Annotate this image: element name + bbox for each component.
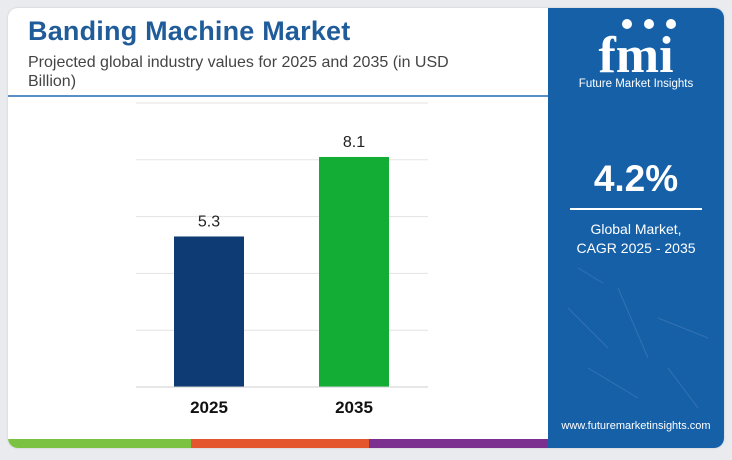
cagr-label-line2: CAGR 2025 - 2035 <box>576 240 696 256</box>
cagr-label-line1: Global Market, <box>590 221 682 237</box>
footer-stripe-orange <box>191 439 369 448</box>
chart-subtitle: Projected global industry values for 202… <box>28 54 449 90</box>
infographic-card: Banding Machine Market Projected global … <box>8 8 724 448</box>
cagr-divider <box>570 208 702 210</box>
bar-2025 <box>174 236 244 387</box>
x-tick-2035: 2035 <box>335 398 373 417</box>
logo-letters: fmi <box>598 27 673 84</box>
bar-2035 <box>319 156 389 387</box>
cagr-value: 4.2% <box>593 158 679 199</box>
x-tick-2025: 2025 <box>190 398 228 417</box>
footer-stripe-green <box>8 439 191 448</box>
cagr-label: Global Market, CAGR 2025 - 2035 <box>548 220 724 258</box>
data-label-2025: 5.3 <box>198 213 220 230</box>
website-link[interactable]: www.futuremarketinsights.com <box>561 420 711 432</box>
title-divider <box>8 95 548 97</box>
footer-color-bar <box>8 439 548 448</box>
bar-chart: 5.3 2025 8.1 2035 <box>136 102 428 417</box>
panel-texture <box>567 267 709 409</box>
footer-stripe-purple <box>369 439 548 448</box>
chart-title: Banding Machine Market <box>28 16 351 46</box>
data-label-2035: 8.1 <box>343 134 365 151</box>
fmi-logo: fmi <box>598 19 676 84</box>
sidebar-panel: fmi Future Market Insights 4.2% Global M… <box>548 8 724 448</box>
logo-tagline: Future Market Insights <box>578 78 694 90</box>
